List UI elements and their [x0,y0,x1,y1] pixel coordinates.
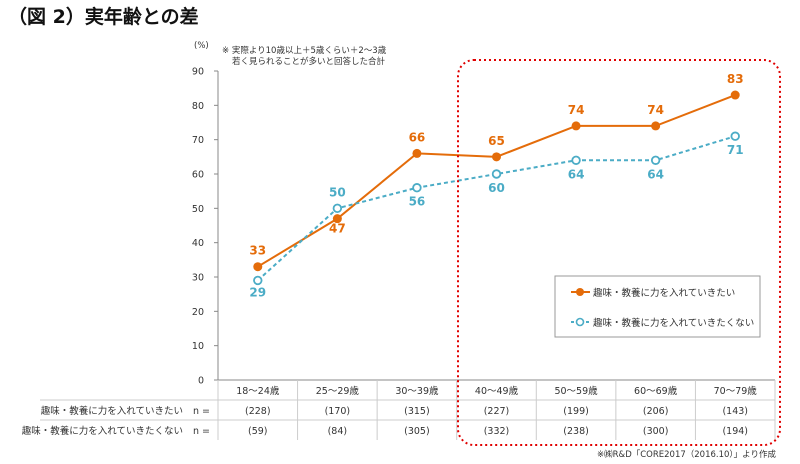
chart-title: （図 2）実年齢との差 [8,5,199,28]
n-row-label: 趣味・教養に力を入れていきたい [41,405,183,417]
x-tick-label: 25～29歳 [316,385,360,397]
note-line-1: ※ 実際より10歳以上＋5歳くらい＋2～3歳 [222,45,387,56]
n-value: (206) [643,406,669,417]
y-tick-label: 90 [192,67,204,78]
data-label: 74 [568,103,585,117]
n-value: (84) [328,426,348,437]
y-tick-label: 80 [192,101,204,112]
data-label: 50 [329,185,346,199]
y-tick-label: 50 [192,204,204,215]
y-tick-label: 60 [192,170,204,181]
data-label: 65 [488,134,505,148]
x-tick-label: 70～79歳 [714,385,758,397]
n-label: n = [193,426,210,437]
n-value: (238) [563,426,589,437]
data-point [650,155,661,165]
n-value: (228) [245,406,271,417]
data-label: 64 [647,167,664,181]
legend: 趣味・教養に力を入れていきたい 趣味・教養に力を入れていきたくない [554,275,761,338]
x-tick-label: 40～49歳 [475,385,519,397]
data-label: 47 [329,222,346,236]
data-point [730,90,740,100]
n-value: (199) [563,406,589,417]
n-value: (332) [484,426,510,437]
y-tick-label: 20 [192,307,204,318]
n-value: (305) [404,426,430,437]
data-point [332,214,342,224]
x-tick-label: 30～39歳 [395,385,439,397]
n-value: (170) [325,406,351,417]
data-point [253,275,263,286]
data-label: 71 [727,143,744,157]
data-label: 64 [568,167,585,181]
y-tick-label: 70 [192,135,204,146]
data-point [651,121,661,131]
n-label: n = [193,406,210,417]
x-tick-label: 18～24歳 [236,385,280,397]
n-value: (315) [404,406,430,417]
x-tick-label: 60～69歳 [634,385,678,397]
n-row-label: 趣味・教養に力を入れていきたくない [22,425,183,437]
data-point [332,203,343,214]
data-point [492,152,501,162]
data-point [412,148,422,158]
x-tick-label: 50～59歳 [554,385,598,397]
legend-marker-series2 [575,317,585,327]
note-line-2: 若く見られることが多いと回答した合計 [232,56,386,67]
n-value: (59) [248,426,268,437]
n-value: (227) [484,406,510,417]
data-label: 66 [409,130,426,144]
data-point [253,262,263,272]
data-label: 74 [647,103,664,117]
data-label: 56 [409,195,426,209]
y-axis-unit: (%) [194,41,209,51]
source-note: ※㈱R&D「CORE2017（2016.10）」より作成 [597,449,776,460]
legend-marker-series1 [576,288,584,296]
data-point [491,169,502,179]
legend-label-series2: 趣味・教養に力を入れていきたくない [593,317,754,329]
y-tick-label: 40 [192,238,204,249]
n-value: (300) [643,426,669,437]
data-point [730,131,740,141]
data-point [571,121,581,131]
data-label: 29 [249,285,266,299]
y-tick-label: 0 [198,376,204,387]
highlight-box [457,59,781,446]
y-tick-label: 10 [192,341,204,352]
data-label: 83 [727,72,744,86]
data-label: 60 [488,181,505,195]
data-point [412,183,422,193]
legend-label-series1: 趣味・教養に力を入れていきたい [593,287,735,299]
y-tick-label: 30 [192,273,204,284]
data-point [571,155,581,165]
data-label: 33 [249,244,266,258]
n-value: (194) [722,426,748,437]
n-value: (143) [722,406,748,417]
